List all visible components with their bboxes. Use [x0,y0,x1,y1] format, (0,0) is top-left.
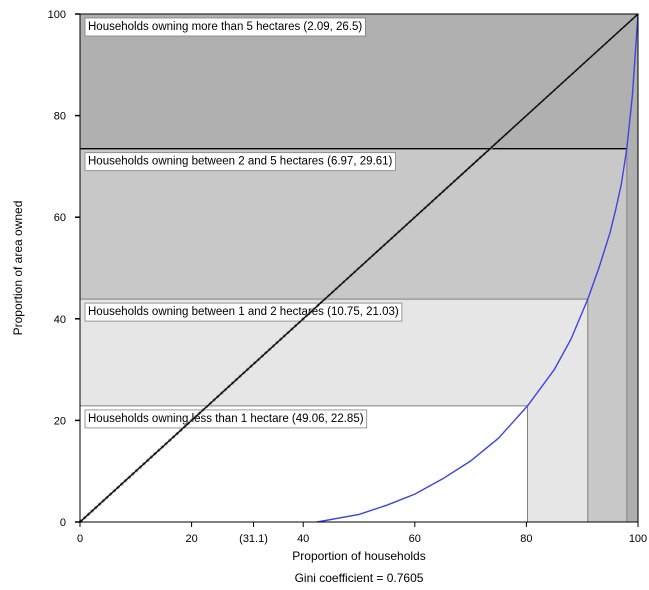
x-tick-label: 100 [629,533,647,545]
band-label: Households owning between 1 and 2 hectar… [88,306,399,318]
plot-frame [79,13,639,523]
x-tick-label: 0 [77,533,83,545]
y-tick-label: 20 [54,415,66,427]
x-tick-label: 60 [409,533,421,545]
x-tick-label: (31.1) [239,533,268,545]
band-area [80,148,638,300]
band-label-box [84,409,368,429]
equality-line [79,13,639,523]
x-tick-label: 40 [297,533,309,545]
band-label: Households owning between 2 and 5 hectar… [88,156,392,168]
y-tick-label: 40 [54,314,66,326]
band-label: Households owning more than 5 hectares (… [88,21,362,33]
x-tick-label: 20 [185,533,197,545]
band-label-box [84,302,403,322]
y-axis-title: Proportion of area owned [11,201,25,336]
y-tick-label: 0 [60,517,66,529]
band-label-box [84,17,366,37]
y-tick-label: 80 [54,111,66,123]
lorenz-curve [316,13,639,523]
band-column [527,405,588,522]
band-label: Households owning less than 1 hectare (4… [88,413,364,425]
x-tick-label: 80 [520,533,532,545]
band-column [626,14,638,522]
gini-footnote: Gini coefficient = 0.7605 [295,571,424,585]
x-axis-title: Proportion of households [292,549,425,563]
y-tick-label: 100 [48,9,66,21]
band-column [587,299,627,522]
band-area [80,14,638,149]
band-label-box [84,152,396,172]
y-tick-label: 60 [54,212,66,224]
